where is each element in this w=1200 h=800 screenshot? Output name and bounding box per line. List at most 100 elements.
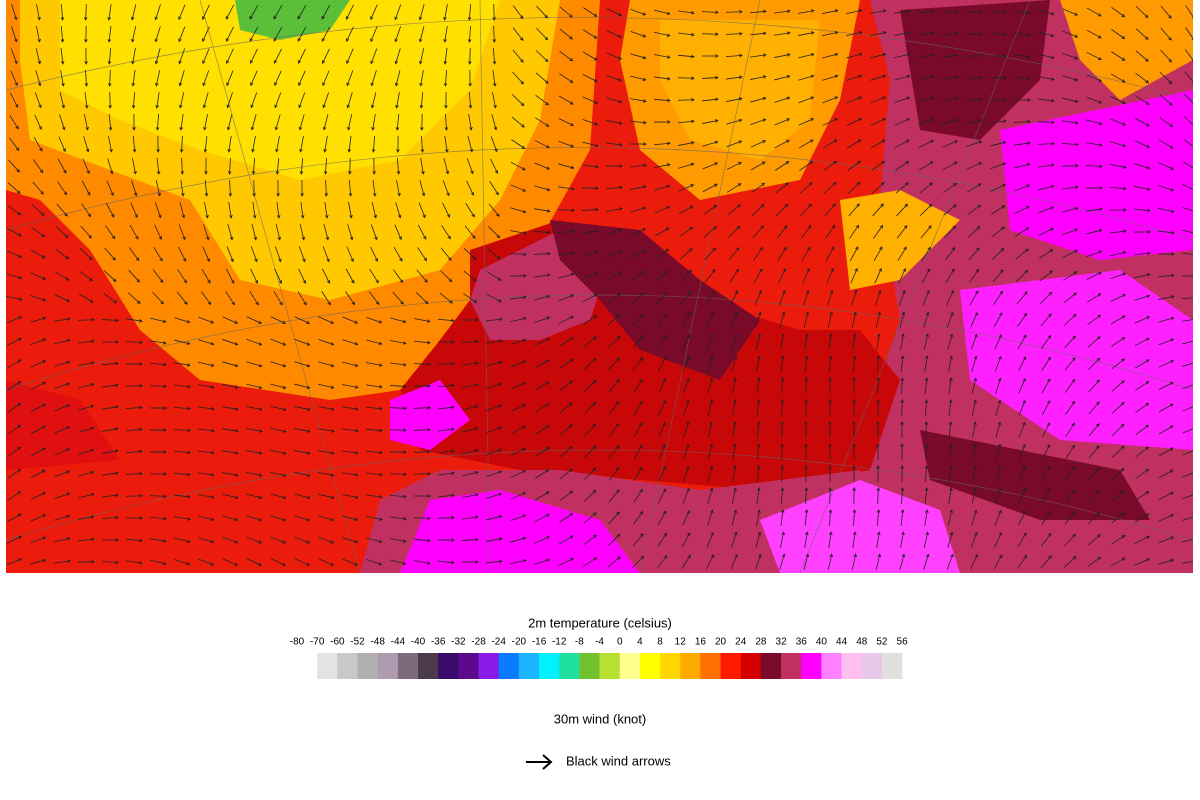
wind-arrow — [1088, 401, 1100, 415]
wind-arrow — [1040, 532, 1052, 547]
wind-arrow — [756, 399, 761, 416]
wind-arrow — [31, 204, 45, 216]
wind-arrow — [1086, 7, 1102, 17]
wind-arrow — [6, 513, 22, 523]
wind-arrow — [852, 465, 856, 483]
tick-label: 20 — [715, 637, 727, 648]
wind-arrow — [804, 421, 808, 439]
wind-arrow — [632, 510, 644, 525]
east-very-hot — [900, 0, 1050, 140]
wind-arrow — [366, 362, 383, 367]
wind-arrow — [1182, 406, 1193, 412]
wind-arrow — [270, 405, 287, 411]
wind-arrow — [583, 336, 597, 348]
wind-arrow — [798, 52, 815, 59]
wind-arrow — [876, 531, 881, 548]
wind-arrow — [559, 73, 574, 83]
wind-arrow — [222, 472, 239, 477]
wind-arrow — [1110, 294, 1127, 302]
wind-arrow — [1041, 400, 1051, 416]
wind-arrow — [468, 91, 473, 109]
wind-arrow — [510, 514, 527, 522]
wind-arrow — [11, 26, 18, 43]
wind-arrow — [108, 136, 113, 153]
wind-arrow — [1111, 337, 1126, 347]
wind-arrow — [1158, 536, 1175, 544]
wind-arrow — [726, 75, 743, 80]
wind-arrow — [273, 26, 283, 42]
tick-label: -80 — [290, 637, 305, 648]
wind-arrow — [149, 494, 167, 499]
wind-arrow — [178, 224, 186, 241]
wind-arrow — [558, 251, 575, 256]
wind-arrow — [1086, 250, 1103, 258]
wind-arrow — [1063, 292, 1077, 304]
wind-arrow — [898, 267, 906, 284]
wind-arrow — [876, 377, 880, 395]
wind-arrow — [438, 405, 455, 410]
wind-arrow — [558, 186, 575, 191]
wind-arrow — [420, 158, 425, 175]
wind-arrow — [895, 161, 910, 171]
wind-arrow — [534, 338, 551, 346]
wind-arrow — [804, 377, 809, 395]
wind-arrow — [322, 70, 330, 87]
wind-arrow — [462, 383, 479, 388]
wind-arrow — [947, 333, 954, 350]
wind-arrow — [225, 291, 235, 306]
wind-arrow — [559, 50, 574, 62]
scandinavia-mild — [660, 20, 820, 160]
wind-arrow — [678, 119, 695, 124]
tick-label: -8 — [575, 637, 584, 648]
wind-arrow — [366, 406, 383, 411]
color-box — [599, 653, 621, 679]
wind-arrow — [198, 494, 215, 499]
wind-arrow — [1182, 229, 1193, 234]
tick-label: 36 — [796, 637, 808, 648]
wind-arrow — [102, 493, 119, 498]
wind-arrow — [948, 377, 953, 394]
wind-arrow — [606, 142, 623, 147]
tick-label: -16 — [532, 637, 547, 648]
wind-arrow — [510, 492, 527, 500]
wind-arrow — [1086, 74, 1103, 82]
wind-arrow — [607, 314, 621, 326]
wind-arrow — [608, 379, 620, 393]
wind-arrow — [467, 3, 472, 21]
wind-arrow — [994, 531, 1002, 548]
wind-arrow — [846, 96, 863, 104]
wind-arrow — [179, 135, 184, 153]
wind-arrow — [1135, 402, 1150, 414]
wind-arrow — [270, 383, 287, 390]
wind-arrow — [1039, 270, 1053, 282]
wind-arrow — [752, 225, 764, 239]
wind-arrow — [1111, 401, 1125, 414]
wind-arrow — [658, 421, 666, 438]
wind-arrow — [779, 311, 786, 328]
wind-arrow — [1110, 315, 1126, 325]
wind-arrow — [535, 72, 549, 84]
wind-arrow — [1135, 50, 1149, 62]
wind-arrow — [1014, 32, 1031, 37]
wind-arrow — [629, 120, 647, 125]
wind-arrow — [440, 270, 453, 283]
yellow-zone — [60, 0, 500, 180]
wind-arrow — [270, 558, 286, 567]
wind-arrow — [828, 443, 832, 461]
wind-arrow — [774, 118, 791, 126]
wind-arrow — [828, 333, 833, 350]
wind-arrow — [559, 424, 573, 436]
wind-arrow — [294, 361, 311, 368]
wind-arrow — [77, 317, 95, 322]
wind-arrow — [59, 114, 66, 131]
wind-arrow — [510, 425, 526, 434]
wind-arrow — [156, 158, 161, 175]
wind-arrow — [297, 26, 307, 42]
wind-arrow — [966, 183, 982, 193]
wind-arrow — [846, 9, 863, 14]
wind-arrow — [486, 448, 503, 456]
wind-arrow — [726, 140, 743, 148]
wind-arrow — [534, 162, 551, 170]
wind-arrow — [534, 513, 550, 523]
wind-arrow — [510, 207, 527, 214]
